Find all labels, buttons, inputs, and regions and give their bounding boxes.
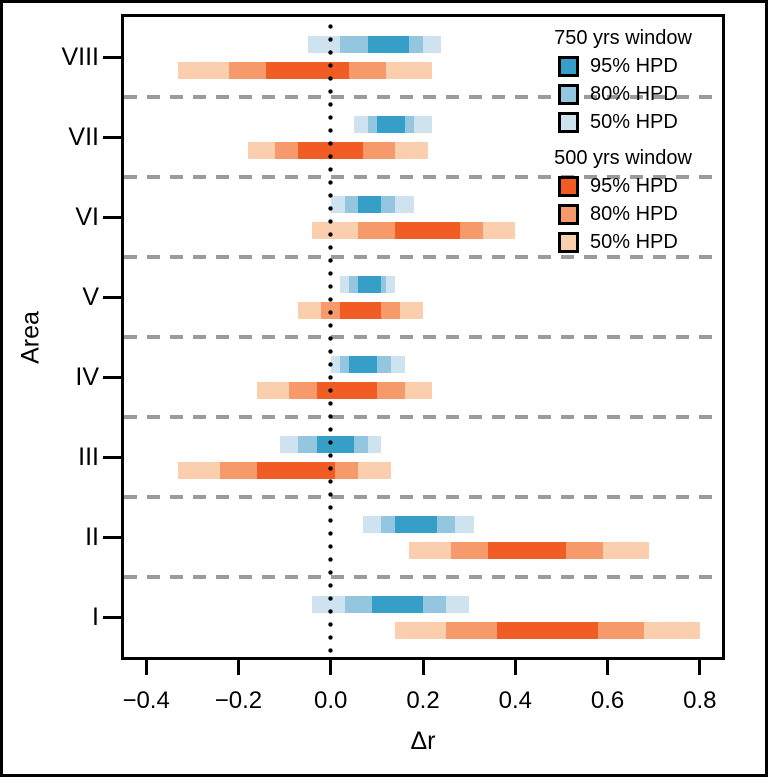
- x-tick-label: 0.8: [683, 687, 717, 714]
- x-tick-label: 0.0: [314, 687, 348, 714]
- row-separator: [124, 495, 722, 499]
- x-axis-tick: [236, 659, 240, 675]
- hpd-segment-hpd95: [496, 621, 599, 639]
- x-axis-tick: [606, 659, 610, 675]
- x-tick-label: −0.4: [122, 687, 170, 714]
- y-axis-tick: [103, 375, 121, 379]
- legend-group-title: 750 yrs window: [554, 27, 692, 49]
- x-tick-label: 0.4: [498, 687, 532, 714]
- legend-item: 50% HPD: [558, 111, 702, 134]
- y-axis-tick: [103, 615, 121, 619]
- hpd-segment-hpd95: [367, 36, 410, 53]
- hpd-segment-hpd95: [266, 61, 350, 79]
- area-label-viii: VIII: [61, 43, 99, 71]
- zero-reference-line: [328, 20, 334, 654]
- y-axis-tick: [103, 55, 121, 59]
- row-separator: [124, 335, 722, 339]
- legend-swatch-orange-50-icon: [558, 232, 579, 253]
- hpd-bar-500-i: [395, 621, 700, 639]
- hpd-segment-hpd95: [316, 436, 354, 453]
- hpd-bar-500-v: [298, 301, 423, 319]
- hpd-bar-750-v: [339, 276, 396, 293]
- legend-item: 80% HPD: [558, 203, 702, 226]
- row-separator: [124, 575, 722, 579]
- area-label-v: V: [82, 283, 99, 311]
- legend-item: 95% HPD: [558, 175, 702, 198]
- hpd-segment-hpd95: [349, 356, 377, 373]
- hpd-bar-750-ii: [363, 516, 474, 533]
- hpd-bar-500-iv: [256, 381, 433, 399]
- x-axis-tick: [513, 659, 517, 675]
- legend-swatch-orange-80-icon: [558, 204, 579, 225]
- row-separator: [124, 255, 722, 259]
- x-axis-tick: [698, 659, 702, 675]
- legend-swatch-orange-95-icon: [558, 176, 579, 197]
- legend-group-750: 750 yrs window 95% HPD 80% HPD 50% HPD: [544, 27, 702, 134]
- plot-inner: 750 yrs window 95% HPD 80% HPD 50% HPD: [124, 17, 722, 657]
- legend-swatch-blue-80-icon: [558, 84, 579, 105]
- legend-item: 95% HPD: [558, 55, 702, 78]
- hpd-bar-750-iv: [330, 356, 405, 373]
- hpd-segment-hpd95: [339, 301, 382, 319]
- area-label-i: I: [92, 603, 99, 631]
- hpd-segment-hpd95: [395, 221, 460, 239]
- legend-swatch-blue-50-icon: [558, 112, 579, 133]
- hpd-bar-750-viii: [307, 36, 442, 53]
- area-label-vi: VI: [75, 203, 99, 231]
- legend-group-title: 500 yrs window: [554, 147, 692, 169]
- hpd-segment-hpd95: [487, 541, 567, 559]
- hpd-segment-hpd95: [376, 116, 405, 133]
- y-axis-tick: [103, 455, 121, 459]
- hpd-bar-500-ii: [409, 541, 650, 559]
- hpd-bar-750-vi: [330, 196, 414, 213]
- hpd-segment-hpd95: [316, 381, 377, 399]
- x-axis-tick: [144, 659, 148, 675]
- legend-item: 80% HPD: [558, 83, 702, 106]
- y-axis-tick: [103, 535, 121, 539]
- hpd-bar-500-iii: [178, 461, 391, 479]
- area-label-iv: IV: [75, 363, 99, 391]
- legend-item: 50% HPD: [558, 231, 702, 254]
- legend-item-label: 95% HPD: [590, 175, 678, 197]
- hpd-bar-750-vii: [353, 116, 433, 133]
- x-axis-title: Δr: [410, 727, 436, 755]
- legend-item-label: 50% HPD: [590, 111, 678, 133]
- legend-item-label: 80% HPD: [590, 203, 678, 225]
- hpd-segment-hpd95: [358, 196, 382, 213]
- hpd-segment-hpd95: [372, 596, 423, 613]
- hpd-segment-hpd95: [358, 276, 382, 293]
- hpd-segment-hpd95: [256, 461, 336, 479]
- legend: 750 yrs window 95% HPD 80% HPD 50% HPD: [544, 21, 702, 259]
- hpd-bar-500-vii: [247, 141, 428, 159]
- hpd-bar-500-viii: [178, 61, 433, 79]
- plot-area: 750 yrs window 95% HPD 80% HPD 50% HPD: [121, 14, 725, 660]
- area-label-vii: VII: [68, 123, 99, 151]
- legend-swatch-blue-95-icon: [558, 56, 579, 77]
- legend-item-label: 80% HPD: [590, 83, 678, 105]
- area-label-iii: III: [78, 443, 99, 471]
- y-axis-tick: [103, 215, 121, 219]
- row-separator: [124, 175, 722, 179]
- area-label-ii: II: [85, 523, 99, 551]
- legend-group-500: 500 yrs window 95% HPD 80% HPD 50% HPD: [544, 147, 702, 254]
- row-separator: [124, 95, 722, 99]
- hpd-segment-hpd95: [395, 516, 437, 533]
- y-axis-tick: [103, 295, 121, 299]
- x-axis-tick: [421, 659, 425, 675]
- x-tick-label: −0.2: [214, 687, 263, 714]
- x-tick-label: 0.2: [406, 687, 440, 714]
- hpd-bar-750-i: [312, 596, 470, 613]
- y-axis-tick: [103, 135, 121, 139]
- legend-item-label: 50% HPD: [590, 231, 678, 253]
- legend-item-label: 95% HPD: [590, 55, 678, 77]
- hpd-bar-500-vi: [312, 221, 516, 239]
- x-tick-label: 0.6: [590, 687, 625, 714]
- x-axis-tick: [329, 659, 333, 675]
- row-separator: [124, 415, 722, 419]
